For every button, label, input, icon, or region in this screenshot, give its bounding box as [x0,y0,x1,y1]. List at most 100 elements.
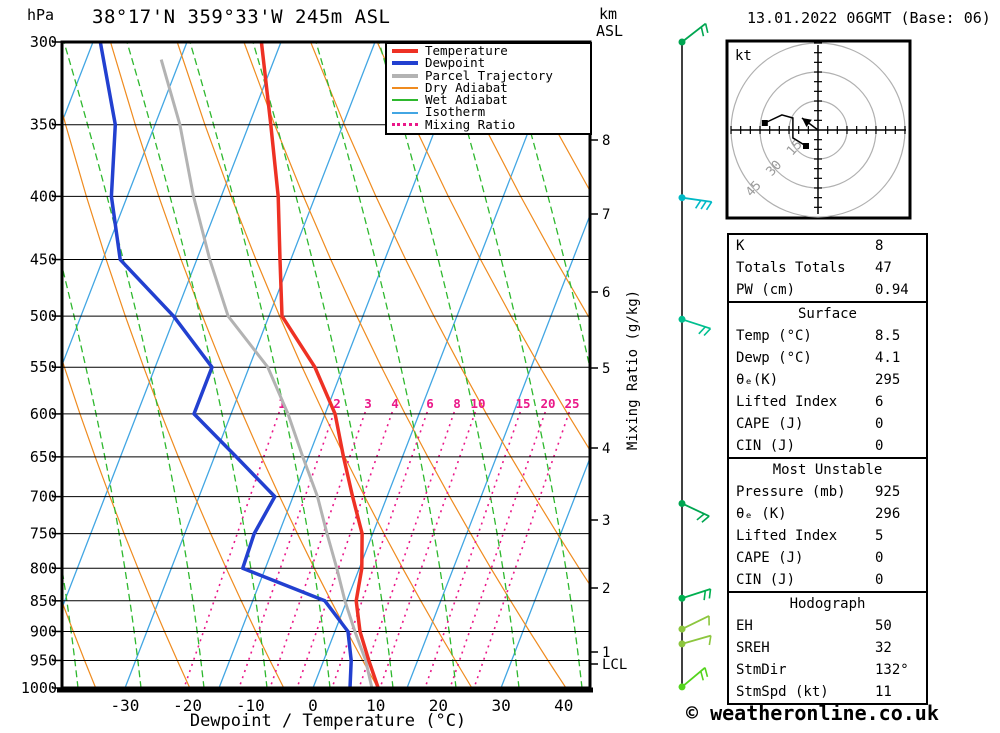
wet-adiabat-line [189,42,331,688]
stat-value: 50 [875,618,892,634]
mixing-ratio-value-label: 2 [333,396,341,411]
legend-label: Dewpoint [425,55,486,71]
stat-value: 295 [875,372,901,388]
lcl-label: LCL [602,657,627,673]
pressure-tick-label: 450 [30,251,57,269]
wet-adiabat-line [504,42,590,371]
isotherm-line [62,42,188,367]
indices-table: K 8 Totals Totals 47 PW (cm) 0.94 [727,233,928,303]
isotherm-line [218,42,470,688]
wind-barb [678,22,709,46]
table-row: CIN (J) 0 [729,435,926,457]
mixing-ratio-line [424,411,521,687]
wet-adiabat-line [126,42,268,688]
legend-item: Mixing Ratio [387,116,590,132]
temperature-tick-label: 30 [491,696,510,715]
dry-adiabat-line [243,42,567,688]
wet-adiabat-line [62,263,142,688]
pressure-tick-label: 350 [30,116,57,134]
temperature-tick-label: -20 [173,696,202,715]
temperature-tick-label: 20 [429,696,448,715]
stat-label: PW (cm) [736,282,796,298]
isotherm-line [312,42,564,688]
km-tick-label: 6 [602,285,610,301]
stat-label: CIN (J) [736,572,796,588]
stat-label: Pressure (mb) [736,484,846,500]
mixing-ratio-value-label: 10 [470,396,485,411]
legend-label: Temperature [425,43,508,58]
km-tick-label: 7 [602,207,610,223]
legend-item: Dewpoint [387,55,590,71]
dry-adiabat-line [443,42,590,321]
stat-value: 0 [875,572,884,588]
temperature-tick-label: -10 [236,696,265,715]
table-row: θₑ (K) 296 [729,503,926,525]
sounding-curves [98,42,380,688]
wet-adiabat-line [252,42,394,688]
isotherm-line [406,213,590,688]
mixing-ratio-line [296,411,393,687]
table-row: Temp (°C) 8.5 [729,325,926,347]
table-row: CIN (J) 0 [729,569,926,591]
stat-value: 0 [875,438,884,454]
table-row: PW (cm) 0.94 [729,279,926,301]
table-row: CAPE (J) 0 [729,413,926,435]
wind-barb [678,588,712,602]
pressure-tick-label: 300 [30,33,57,51]
legend-label: Isotherm [425,104,486,120]
legend-label: Dry Adiabat [425,79,508,95]
pressure-tick-label: 950 [30,651,57,669]
temperature-tick-label: 40 [554,696,573,715]
km-tick-label: 1 [602,645,610,661]
pressure-tick-label: 400 [30,187,57,205]
legend-label: Mixing Ratio [425,116,516,132]
stat-value: 296 [875,506,901,522]
pressure-tick-label: 850 [30,592,57,610]
stat-label: CAPE (J) [736,416,804,432]
dewpoint-curve [98,42,353,688]
surface-table: Surface Temp (°C) 8.5 Dewp (°C) 4.1 θₑ(K) 295 L… [727,301,928,459]
table-section-title: Surface [797,306,857,322]
table-row: SREH 32 [729,637,926,659]
stat-label: StmSpd (kt) [736,684,829,700]
stat-value: 132° [875,662,909,678]
table-row: Dewp (°C) 4.1 [729,347,926,369]
wet-adiabat-line [315,42,457,688]
mixing-ratio-line [473,411,570,687]
most-unstable-table: Most Unstable Pressure (mb) 925 θₑ (K) 296 Li… [727,457,928,593]
isotherm-line [62,42,282,610]
table-row: CAPE (J) 0 [729,547,926,569]
isotherm-line [500,456,590,688]
parcel-trajectory-curve [159,59,374,688]
mixing-ratio-value-label: 3 [364,396,372,411]
legend-item: Wet Adiabat [387,93,590,106]
table-section-title: Most Unstable [772,462,883,478]
legend-item: Parcel Trajectory [387,69,590,82]
stat-value: 4.1 [875,350,901,366]
pressure-tick-label: 750 [30,525,57,543]
hodograph-trace [764,114,807,147]
dry-adiabat-line [376,42,590,452]
km-tick-label: 5 [602,361,610,377]
stat-label: Dewp (°C) [736,350,812,366]
wind-barb [678,315,712,337]
pressure-tick-label: 650 [30,448,57,466]
table-row: StmDir 132° [729,659,926,681]
legend-swatch-parcel-trajectory [392,73,418,78]
km-tick-label: 3 [602,513,610,529]
km-tick-label: 4 [602,441,610,457]
asl-axis-label: ASL [596,22,624,40]
stat-label: θₑ (K) [736,506,787,522]
wind-barb [678,634,712,648]
stat-label: StmDir [736,662,787,678]
mixing-ratio-value-label: 6 [426,396,434,411]
legend-item: Dry Adiabat [387,79,590,95]
mixing-ratio-axis-label: Mixing Ratio (g/kg) [625,289,641,451]
legend-box: Temperature Dewpoint Parcel Trajectory Dry … [385,42,592,136]
mixing-ratio-line [331,411,428,687]
stat-label: CAPE (J) [736,550,804,566]
stat-label: θₑ(K) [736,372,779,388]
